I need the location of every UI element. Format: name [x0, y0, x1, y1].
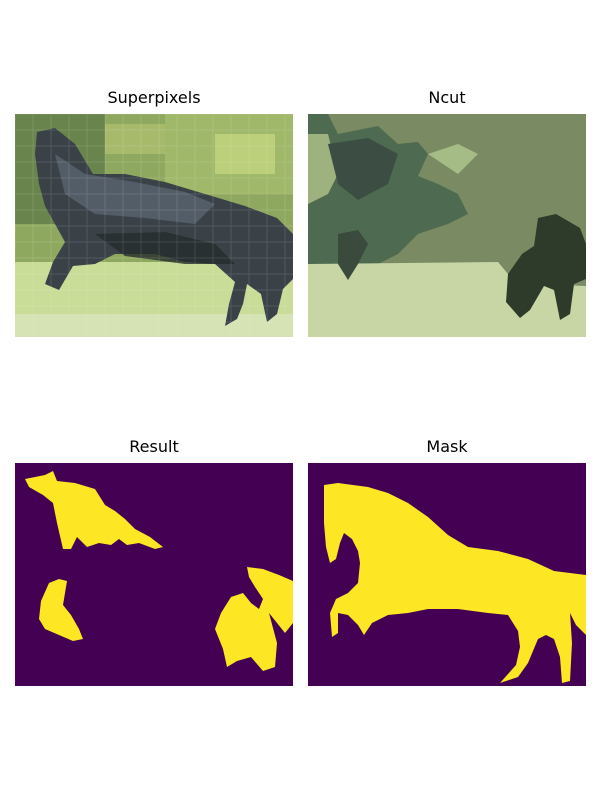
- superpixels-title: Superpixels: [107, 88, 201, 107]
- result-segment-upper: [25, 471, 163, 549]
- result-segment-left: [39, 579, 83, 641]
- mask-horse-silhouette: [324, 483, 586, 683]
- ncut-title: Ncut: [428, 88, 466, 107]
- superpixels-image: [15, 114, 293, 337]
- mask-title: Mask: [426, 437, 468, 456]
- result-segment-right: [215, 567, 293, 671]
- result-image: [15, 463, 293, 686]
- ncut-image: [308, 114, 586, 337]
- ncut-dark-segment: [506, 214, 586, 320]
- result-title: Result: [129, 437, 179, 456]
- mask-image: [308, 463, 586, 686]
